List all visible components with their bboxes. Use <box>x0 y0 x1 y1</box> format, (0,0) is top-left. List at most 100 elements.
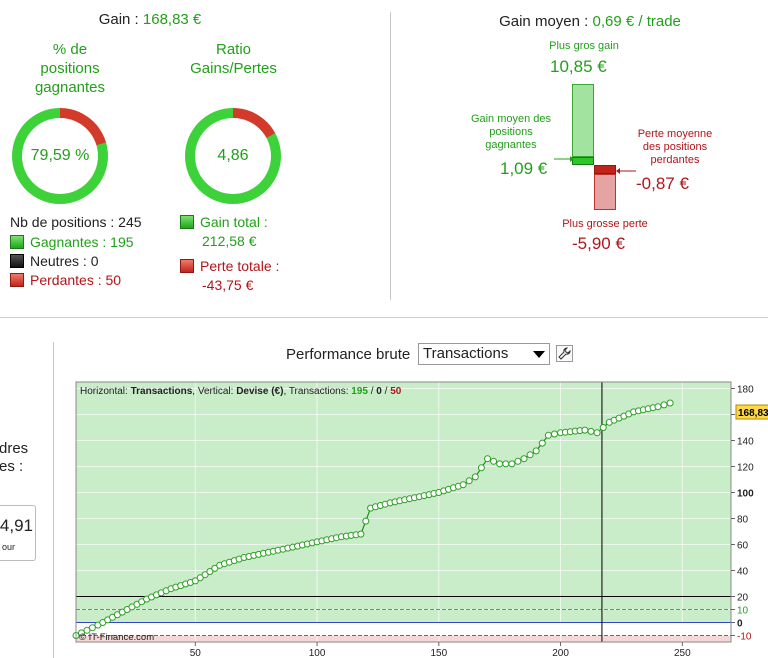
left-fragment-sub: our <box>1 542 15 552</box>
max-gain-bar <box>572 84 594 157</box>
data-point <box>502 460 510 468</box>
red-square-icon <box>180 259 194 273</box>
y-tick-label: 20 <box>737 593 749 604</box>
legend-perdantes: Perdantes : 50 <box>10 272 121 288</box>
data-point <box>201 571 209 579</box>
gagnantes-text: Gagnantes : 195 <box>30 234 134 250</box>
plus-grosse-perte-label: Plus grosse perte <box>562 218 648 230</box>
pm-label-line3: perdantes <box>650 154 700 166</box>
gain-moyen-positions-label: Gain moyen des positions gagnantes <box>466 113 556 152</box>
data-point <box>206 568 214 575</box>
performance-chart: -100102040608010012014016018050100150200… <box>72 381 768 658</box>
pm-label-line1: Perte moyenne <box>637 128 713 140</box>
black-square-icon <box>10 254 24 268</box>
green-square-icon <box>10 235 24 249</box>
left-fragment-box: 4,91 our <box>0 505 36 561</box>
perdantes-text: Perdantes : 50 <box>30 272 122 288</box>
ratio-title: Ratio Gains/Pertes <box>176 40 291 78</box>
perte-totale: Perte totale : <box>180 258 279 274</box>
plus-grosse-perte-value: -5,90 € <box>572 234 625 253</box>
perte-moyenne-label: Perte moyenne des positions perdantes <box>630 128 720 167</box>
chart-title: Performance brute <box>286 346 411 363</box>
settings-button[interactable] <box>556 345 573 362</box>
arrow-right-icon <box>554 156 574 162</box>
plus-gros-gain-label: Plus gros gain <box>549 40 619 52</box>
gm-label-line3: gagnantes <box>485 139 537 151</box>
data-point <box>654 403 662 411</box>
data-point <box>191 577 199 585</box>
arrow-left-icon <box>616 168 636 174</box>
x-tick-label: 250 <box>674 648 691 658</box>
data-point <box>88 624 96 632</box>
gain-label: Gain : <box>98 11 143 28</box>
y-tick-label: 180 <box>737 385 754 396</box>
data-point <box>593 429 601 437</box>
data-point <box>78 629 85 637</box>
red-square-icon <box>10 273 24 287</box>
last-value-text: 168,83 <box>738 408 768 419</box>
data-point <box>196 574 204 582</box>
y-tick-label: -10 <box>737 632 752 643</box>
chart-info-line: Horizontal: Transactions, Vertical: Devi… <box>80 386 402 397</box>
data-point <box>508 460 516 468</box>
copyright-text: © IT-Finance.com <box>79 632 154 643</box>
pct-title-line3: gagnantes <box>34 79 106 96</box>
nb-positions-text: Nb de positions : 245 <box>10 214 142 230</box>
pct-winning-donut: 79,59 % <box>12 108 108 204</box>
pm-label-line2: des positions <box>642 141 708 153</box>
select-value: Transactions <box>423 345 509 362</box>
data-point <box>477 464 485 472</box>
data-point <box>551 430 558 438</box>
perte-totale-value: -43,75 € <box>202 277 254 293</box>
data-point <box>211 564 219 572</box>
vertical-divider <box>390 12 391 300</box>
y-tick-label: 100 <box>737 489 754 500</box>
avg-gain-bar <box>572 157 594 165</box>
data-point <box>587 427 595 435</box>
ratio-value: 4,86 <box>195 118 271 194</box>
y-tick-label: 80 <box>737 515 749 526</box>
ratio-title-line1: Ratio <box>215 41 252 58</box>
data-point <box>459 481 467 489</box>
gain-value: 168,83 € <box>142 11 202 28</box>
ratio-title-line2: Gains/Pertes <box>190 60 277 77</box>
gm-label-line2: positions <box>489 126 533 138</box>
data-point <box>83 626 91 634</box>
horizontal-axis-select[interactable]: Transactions <box>418 343 550 365</box>
gain-moyen-label: Gain moyen : <box>499 13 593 30</box>
chevron-down-icon <box>533 351 545 358</box>
y-tick-label: 120 <box>737 463 754 474</box>
pct-title-line2: positions <box>40 60 100 77</box>
x-tick-label: 200 <box>552 648 569 658</box>
data-point <box>532 447 540 455</box>
data-point <box>544 431 552 439</box>
data-point <box>496 460 504 468</box>
data-point <box>666 399 674 407</box>
gain-total-value: 212,58 € <box>202 233 257 249</box>
x-tick-label: 50 <box>190 648 202 658</box>
perte-moyenne-value: -0,87 € <box>636 174 689 193</box>
avg-loss-bar <box>594 165 616 174</box>
data-point <box>514 457 522 465</box>
nb-positions: Nb de positions : 245 <box>10 214 142 230</box>
pct-winning-value: 79,59 % <box>22 118 98 194</box>
data-point <box>581 426 589 434</box>
data-point <box>526 451 534 459</box>
left-fragment-line2: es : <box>0 458 24 475</box>
y-tick-label: 10 <box>737 606 749 617</box>
data-point <box>538 439 546 447</box>
gain-total: Gain total : <box>180 214 268 230</box>
left-fragment-value: 4,91 <box>0 516 33 535</box>
chart-loss-zone <box>76 635 731 642</box>
gain-moyen-value: 0,69 € / trade <box>592 13 681 30</box>
pct-winning-title: % de positions gagnantes <box>20 40 120 97</box>
ratio-donut: 4,86 <box>185 108 281 204</box>
data-point <box>660 401 668 409</box>
gain-total-label: Gain total : <box>200 214 268 230</box>
pct-title-line1: % de <box>52 41 88 58</box>
legend-gagnantes: Gagnantes : 195 <box>10 234 134 250</box>
y-tick-label: 60 <box>737 541 749 552</box>
green-square-icon <box>180 215 194 229</box>
last-value-badge <box>735 404 768 420</box>
gain-summary: Gain : 168,83 € <box>0 11 300 28</box>
